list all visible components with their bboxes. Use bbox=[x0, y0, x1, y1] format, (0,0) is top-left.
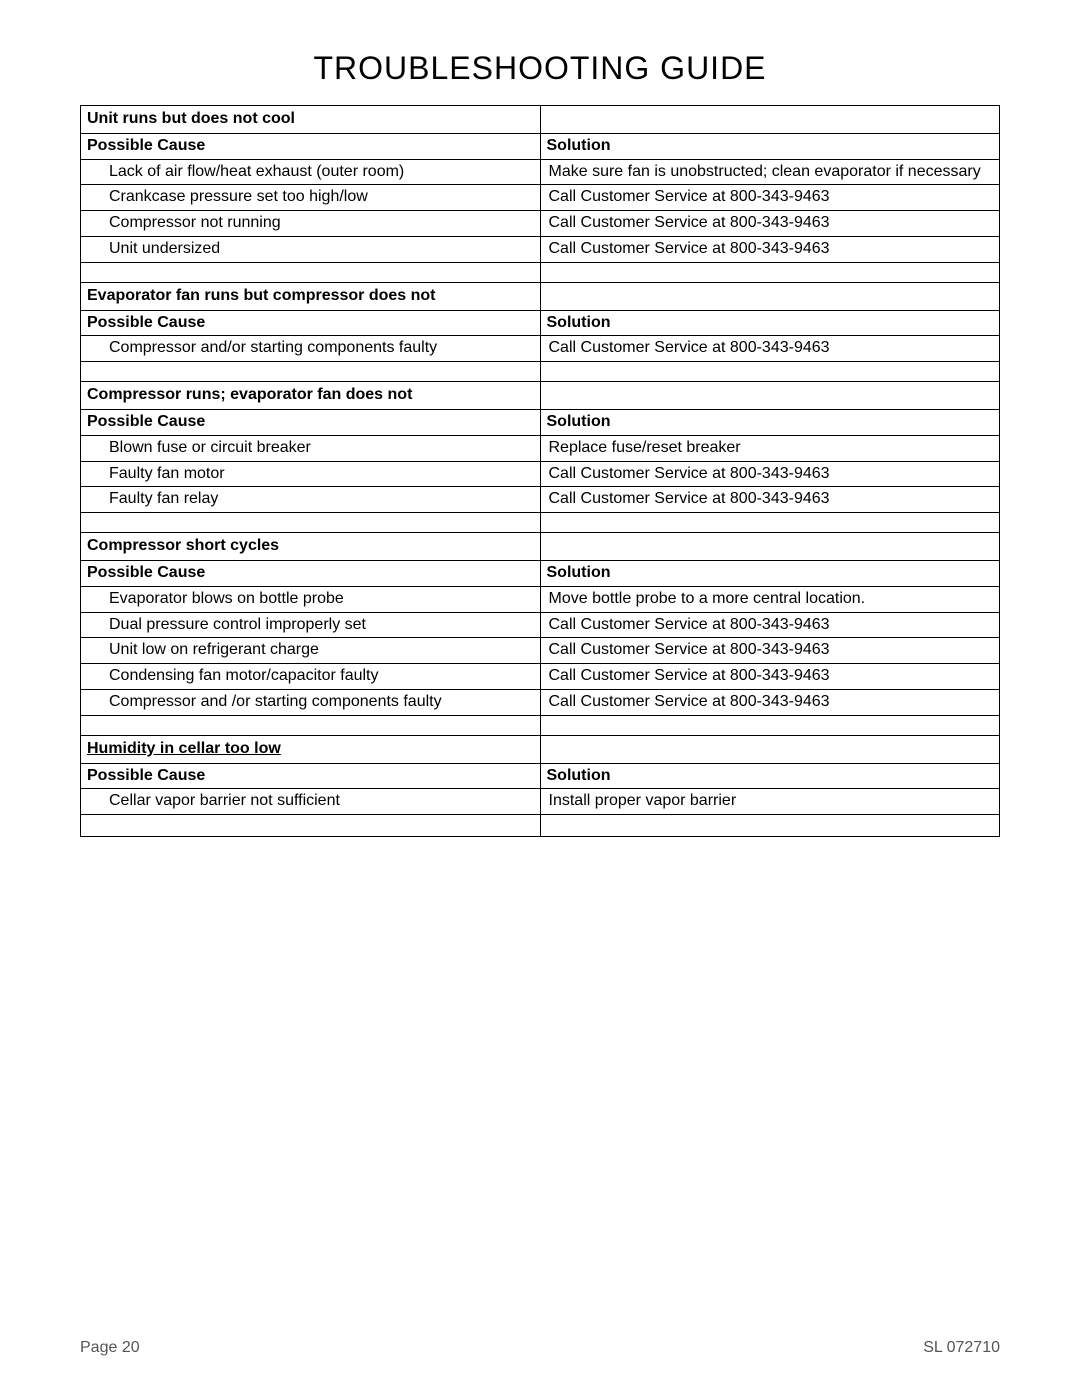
cause-cell: Blown fuse or circuit breaker bbox=[81, 435, 541, 461]
page-footer: Page 20 SL 072710 bbox=[80, 1339, 1000, 1357]
table-row: Condensing fan motor/capacitor faultyCal… bbox=[81, 664, 1000, 690]
table-row: Unit undersizedCall Customer Service at … bbox=[81, 236, 1000, 262]
section-title: Compressor short cycles bbox=[81, 533, 541, 561]
section-title: Compressor runs; evaporator fan does not bbox=[81, 382, 541, 410]
spacer-cell bbox=[81, 715, 541, 735]
table-row: Evaporator blows on bottle probeMove bot… bbox=[81, 586, 1000, 612]
section-title-text: Compressor runs; evaporator fan does not bbox=[87, 386, 412, 403]
empty-cell bbox=[81, 815, 541, 837]
section-title-empty bbox=[540, 382, 1000, 410]
table-row: Compressor not runningCall Customer Serv… bbox=[81, 211, 1000, 237]
solution-cell: Call Customer Service at 800-343-9463 bbox=[540, 612, 1000, 638]
solution-cell: Make sure fan is unobstructed; clean eva… bbox=[540, 159, 1000, 185]
table-row: Faulty fan relayCall Customer Service at… bbox=[81, 487, 1000, 513]
footer-page-number: Page 20 bbox=[80, 1339, 140, 1357]
possible-cause-header: Possible Cause bbox=[81, 133, 541, 159]
spacer-cell bbox=[540, 362, 1000, 382]
solution-cell: Call Customer Service at 800-343-9463 bbox=[540, 461, 1000, 487]
cause-cell: Compressor and/or starting components fa… bbox=[81, 336, 541, 362]
table-row: Unit low on refrigerant chargeCall Custo… bbox=[81, 638, 1000, 664]
cause-cell: Crankcase pressure set too high/low bbox=[81, 185, 541, 211]
cause-cell: Faulty fan relay bbox=[81, 487, 541, 513]
solution-cell: Call Customer Service at 800-343-9463 bbox=[540, 664, 1000, 690]
table-row: Compressor and /or starting components f… bbox=[81, 689, 1000, 715]
solution-cell: Replace fuse/reset breaker bbox=[540, 435, 1000, 461]
cause-cell: Dual pressure control improperly set bbox=[81, 612, 541, 638]
spacer-cell bbox=[81, 262, 541, 282]
possible-cause-header: Possible Cause bbox=[81, 763, 541, 789]
troubleshooting-table: Unit runs but does not cool Possible Caus… bbox=[80, 105, 1000, 837]
solution-cell: Call Customer Service at 800-343-9463 bbox=[540, 689, 1000, 715]
section-title-empty bbox=[540, 735, 1000, 763]
table-row: Blown fuse or circuit breakerReplace fus… bbox=[81, 435, 1000, 461]
section-title: Unit runs but does not cool bbox=[81, 106, 541, 134]
possible-cause-header: Possible Cause bbox=[81, 560, 541, 586]
table-row: Cellar vapor barrier not sufficientInsta… bbox=[81, 789, 1000, 815]
possible-cause-header: Possible Cause bbox=[81, 310, 541, 336]
section-title-empty bbox=[540, 106, 1000, 134]
section-title-text: Unit runs but does not cool bbox=[87, 110, 295, 127]
spacer-cell bbox=[540, 513, 1000, 533]
spacer-row bbox=[81, 362, 1000, 382]
cause-cell: Cellar vapor barrier not sufficient bbox=[81, 789, 541, 815]
possible-cause-header: Possible Cause bbox=[81, 409, 541, 435]
cause-cell: Compressor not running bbox=[81, 211, 541, 237]
spacer-row bbox=[81, 513, 1000, 533]
spacer-cell bbox=[81, 362, 541, 382]
spacer-cell bbox=[540, 262, 1000, 282]
solution-cell: Call Customer Service at 800-343-9463 bbox=[540, 487, 1000, 513]
solution-header: Solution bbox=[540, 560, 1000, 586]
solution-cell: Install proper vapor barrier bbox=[540, 789, 1000, 815]
section-title-text: Compressor short cycles bbox=[87, 537, 279, 554]
solution-cell: Call Customer Service at 800-343-9463 bbox=[540, 211, 1000, 237]
spacer-cell bbox=[540, 715, 1000, 735]
cause-cell: Condensing fan motor/capacitor faulty bbox=[81, 664, 541, 690]
cause-cell: Lack of air flow/heat exhaust (outer roo… bbox=[81, 159, 541, 185]
spacer-row bbox=[81, 715, 1000, 735]
spacer-cell bbox=[81, 513, 541, 533]
spacer-row bbox=[81, 262, 1000, 282]
table-row: Dual pressure control improperly setCall… bbox=[81, 612, 1000, 638]
cause-cell: Unit low on refrigerant charge bbox=[81, 638, 541, 664]
table-row: Crankcase pressure set too high/lowCall … bbox=[81, 185, 1000, 211]
cause-cell: Evaporator blows on bottle probe bbox=[81, 586, 541, 612]
section-title-text: Evaporator fan runs but compressor does … bbox=[87, 287, 436, 304]
section-title-empty bbox=[540, 282, 1000, 310]
footer-doc-id: SL 072710 bbox=[923, 1339, 1000, 1357]
solution-header: Solution bbox=[540, 409, 1000, 435]
table-row: Faulty fan motorCall Customer Service at… bbox=[81, 461, 1000, 487]
solution-cell: Move bottle probe to a more central loca… bbox=[540, 586, 1000, 612]
solution-cell: Call Customer Service at 800-343-9463 bbox=[540, 336, 1000, 362]
empty-cell bbox=[540, 815, 1000, 837]
section-title: Humidity in cellar too low bbox=[81, 735, 541, 763]
cause-cell: Compressor and /or starting components f… bbox=[81, 689, 541, 715]
section-title: Evaporator fan runs but compressor does … bbox=[81, 282, 541, 310]
section-title-empty bbox=[540, 533, 1000, 561]
cause-cell: Faulty fan motor bbox=[81, 461, 541, 487]
solution-cell: Call Customer Service at 800-343-9463 bbox=[540, 638, 1000, 664]
empty-row bbox=[81, 815, 1000, 837]
table-row: Compressor and/or starting components fa… bbox=[81, 336, 1000, 362]
cause-cell: Unit undersized bbox=[81, 236, 541, 262]
solution-cell: Call Customer Service at 800-343-9463 bbox=[540, 236, 1000, 262]
page-title: TROUBLESHOOTING GUIDE bbox=[80, 50, 1000, 87]
table-row: Lack of air flow/heat exhaust (outer roo… bbox=[81, 159, 1000, 185]
solution-header: Solution bbox=[540, 133, 1000, 159]
solution-header: Solution bbox=[540, 310, 1000, 336]
section-title-text: Humidity in cellar too low bbox=[87, 740, 281, 757]
solution-header: Solution bbox=[540, 763, 1000, 789]
solution-cell: Call Customer Service at 800-343-9463 bbox=[540, 185, 1000, 211]
